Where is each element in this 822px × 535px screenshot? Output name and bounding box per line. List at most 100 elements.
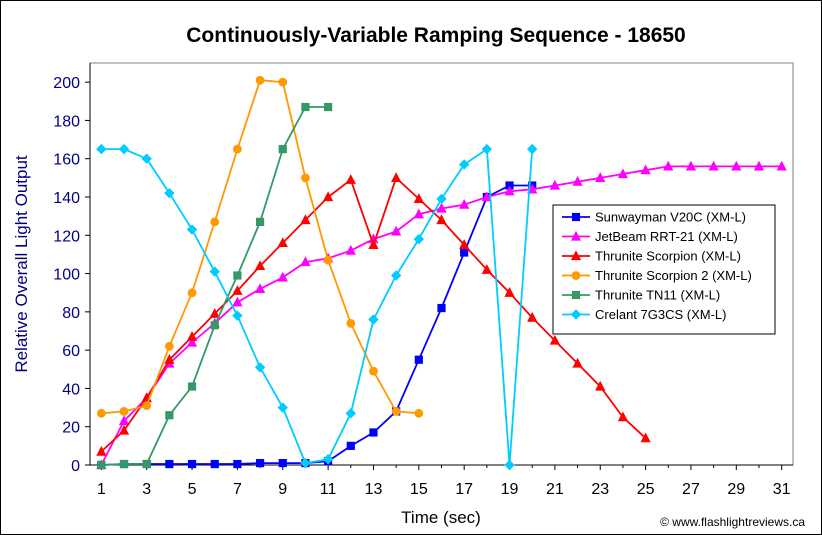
legend-entry: Crelant 7G3CS (XM-L): [562, 307, 726, 322]
data-point: [685, 160, 697, 171]
data-point: [164, 187, 175, 199]
data-point: [460, 248, 469, 257]
x-tick-label: 25: [637, 481, 655, 498]
legend-entry: Thrunite Scorpion 2 (XM-L): [562, 268, 752, 283]
y-tick-label: 40: [62, 381, 80, 398]
y-tick-label: 100: [53, 267, 80, 284]
series-4: [97, 102, 333, 470]
data-point: [186, 224, 198, 235]
data-point: [278, 458, 287, 468]
x-tick-label: 17: [455, 481, 473, 498]
data-point: [209, 308, 220, 318]
legend-label: Thrunite Scorpion 2 (XM-L): [595, 268, 752, 283]
data-point: [481, 143, 493, 155]
data-point: [300, 457, 311, 469]
data-point: [413, 233, 425, 245]
data-point: [97, 460, 106, 470]
data-point: [324, 102, 333, 112]
data-point: [232, 310, 243, 321]
data-point: [301, 102, 310, 112]
data-point: [165, 459, 174, 469]
data-point: [369, 428, 378, 437]
data-point: [572, 357, 583, 368]
data-point: [549, 179, 561, 190]
legend-label: Thrunite Scorpion (XM-L): [595, 249, 741, 264]
data-point: [254, 260, 266, 271]
data-point: [436, 202, 447, 213]
data-point: [595, 172, 606, 182]
x-tick-label: 19: [501, 481, 519, 498]
x-tick-label: 7: [233, 481, 242, 498]
series-line: [101, 148, 534, 466]
data-point: [300, 214, 311, 225]
series-group: [96, 75, 787, 471]
data-point: [527, 311, 538, 322]
data-point: [187, 459, 197, 469]
data-point: [414, 355, 423, 364]
data-point: [595, 380, 606, 391]
data-point: [640, 432, 651, 443]
data-point: [731, 160, 742, 171]
series-5: [96, 143, 538, 471]
y-tick-label: 0: [71, 458, 80, 475]
data-point: [345, 244, 356, 255]
data-point: [187, 382, 197, 391]
y-tick-label: 120: [53, 228, 80, 245]
x-tick-label: 15: [410, 481, 428, 498]
x-tick-label: 29: [727, 481, 745, 498]
data-point: [369, 366, 378, 376]
x-tick-label: 21: [546, 481, 564, 498]
data-point: [527, 143, 538, 155]
data-point: [277, 402, 288, 413]
data-point: [210, 459, 219, 469]
data-point: [186, 336, 198, 347]
data-point: [164, 354, 175, 364]
data-point: [459, 239, 470, 249]
x-tick-label: 11: [320, 481, 337, 498]
x-tick-label: 13: [365, 481, 383, 498]
y-tick-label: 180: [53, 113, 80, 130]
data-point: [186, 331, 198, 341]
legend-swatch-marker: [571, 212, 581, 222]
data-point: [119, 407, 129, 416]
y-tick-label: 60: [62, 343, 80, 360]
data-point: [232, 296, 243, 307]
data-point: [278, 77, 288, 87]
data-point: [753, 160, 765, 171]
legend-box: [552, 204, 776, 335]
data-point: [187, 288, 197, 298]
data-point: [504, 287, 515, 297]
legend-entry: Sunwayman V20C (XM-L): [562, 210, 746, 225]
data-point: [142, 401, 152, 411]
series-2: [96, 172, 651, 456]
data-point: [233, 271, 242, 280]
x-tick-label: 5: [188, 481, 197, 498]
data-point: [233, 459, 242, 469]
data-point: [481, 191, 492, 202]
data-point: [549, 334, 561, 345]
data-point: [165, 411, 174, 420]
data-point: [368, 314, 379, 325]
data-point: [322, 191, 334, 202]
data-point: [437, 303, 446, 313]
data-point: [255, 75, 265, 85]
data-point: [96, 143, 107, 155]
y-tick-label: 200: [53, 75, 80, 92]
data-point: [210, 321, 219, 330]
legend: Sunwayman V20C (XM-L) JetBeam RRT-21 (XM-…: [552, 204, 776, 335]
data-point: [254, 362, 266, 373]
data-point: [459, 198, 470, 209]
x-tick-label: 3: [142, 481, 151, 498]
data-point: [277, 237, 288, 248]
y-tick-label: 140: [53, 190, 80, 207]
data-point: [119, 459, 129, 469]
legend-label: Sunwayman V20C (XM-L): [595, 210, 746, 225]
credit-text: © www.flashlightreviews.ca: [660, 515, 805, 529]
legend-label: Crelant 7G3CS (XM-L): [595, 307, 726, 322]
data-point: [233, 144, 242, 154]
data-point: [142, 459, 151, 469]
x-tick-label: 1: [97, 481, 106, 498]
